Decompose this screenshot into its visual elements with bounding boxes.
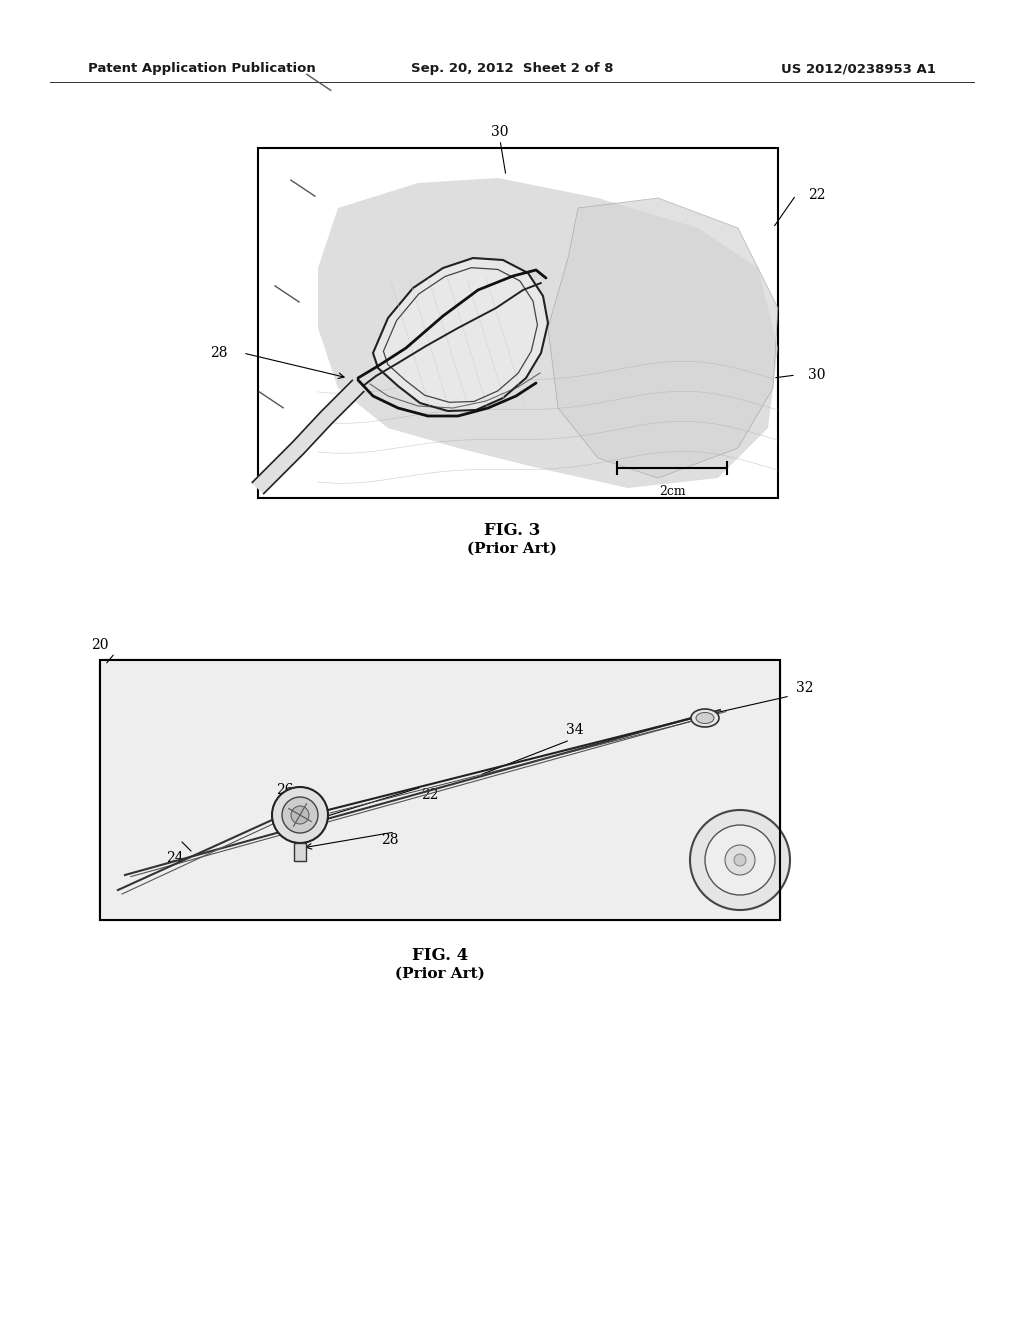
Circle shape: [734, 854, 746, 866]
Bar: [258, 148, 778, 498]
Ellipse shape: [696, 713, 714, 723]
Text: 24: 24: [166, 851, 184, 865]
Text: (Prior Art): (Prior Art): [395, 968, 485, 981]
Text: 22: 22: [421, 788, 438, 803]
Circle shape: [272, 787, 328, 843]
Text: 26: 26: [276, 783, 294, 797]
Polygon shape: [252, 467, 279, 494]
Polygon shape: [321, 392, 351, 424]
Text: FIG. 3: FIG. 3: [483, 521, 541, 539]
Circle shape: [725, 845, 755, 875]
Polygon shape: [548, 198, 778, 478]
Text: 20: 20: [91, 638, 109, 652]
Polygon shape: [373, 257, 548, 411]
Text: Sep. 20, 2012  Sheet 2 of 8: Sep. 20, 2012 Sheet 2 of 8: [411, 62, 613, 75]
Text: 32: 32: [797, 681, 814, 696]
Text: US 2012/0238953 A1: US 2012/0238953 A1: [781, 62, 936, 75]
Bar: [100, 660, 780, 920]
Circle shape: [291, 807, 309, 824]
Text: 30: 30: [492, 125, 509, 139]
Bar: [100, 660, 780, 920]
Text: 28: 28: [211, 346, 228, 360]
Text: FIG. 4: FIG. 4: [412, 946, 468, 964]
Circle shape: [690, 810, 790, 909]
Polygon shape: [292, 412, 332, 454]
Circle shape: [705, 825, 775, 895]
Text: (Prior Art): (Prior Art): [467, 543, 557, 556]
Polygon shape: [318, 178, 778, 488]
Text: 30: 30: [808, 368, 825, 381]
Text: 34: 34: [566, 723, 584, 737]
Text: 28: 28: [381, 833, 398, 847]
Text: 2cm: 2cm: [658, 484, 685, 498]
Circle shape: [282, 797, 318, 833]
Polygon shape: [340, 380, 364, 404]
Polygon shape: [267, 442, 304, 479]
Bar: [294, 843, 306, 861]
Ellipse shape: [691, 709, 719, 727]
Bar: [100, 660, 780, 920]
Text: Patent Application Publication: Patent Application Publication: [88, 62, 315, 75]
Text: 22: 22: [808, 187, 825, 202]
